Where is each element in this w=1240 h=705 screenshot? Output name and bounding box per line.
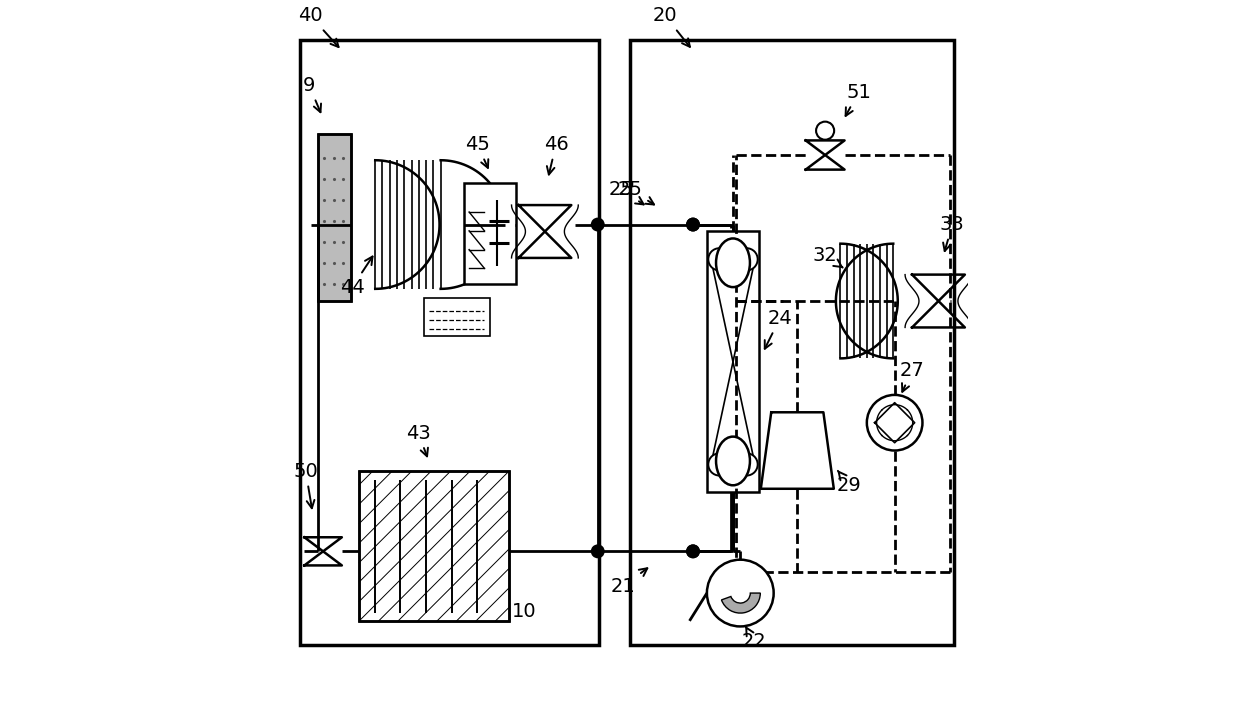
- Ellipse shape: [715, 436, 750, 485]
- Circle shape: [590, 544, 605, 558]
- Circle shape: [735, 453, 758, 476]
- Text: 21: 21: [611, 568, 647, 596]
- Circle shape: [686, 218, 699, 231]
- Circle shape: [867, 395, 923, 450]
- Text: 22: 22: [742, 627, 766, 651]
- Circle shape: [816, 122, 835, 140]
- Text: 9: 9: [303, 76, 321, 112]
- Text: 43: 43: [405, 424, 430, 456]
- Circle shape: [708, 248, 730, 271]
- Bar: [424, 298, 490, 336]
- Circle shape: [707, 560, 774, 627]
- Bar: [707, 231, 759, 492]
- Bar: [300, 40, 599, 645]
- Text: 29: 29: [837, 471, 862, 495]
- Bar: [464, 183, 516, 283]
- Text: 10: 10: [512, 602, 537, 621]
- Circle shape: [686, 544, 699, 558]
- Bar: [360, 472, 508, 621]
- Bar: [360, 472, 508, 621]
- Text: 33: 33: [940, 215, 965, 251]
- Text: 46: 46: [543, 135, 568, 175]
- Text: 25: 25: [609, 180, 644, 204]
- Circle shape: [735, 248, 758, 271]
- Text: 25: 25: [618, 180, 653, 204]
- Wedge shape: [722, 593, 760, 613]
- Circle shape: [686, 544, 699, 558]
- Bar: [360, 472, 508, 621]
- Ellipse shape: [715, 238, 750, 287]
- Circle shape: [686, 218, 699, 231]
- Text: 40: 40: [299, 6, 339, 47]
- Text: 27: 27: [900, 361, 924, 392]
- Text: 45: 45: [465, 135, 490, 168]
- Text: 50: 50: [294, 462, 319, 508]
- Text: 44: 44: [340, 257, 372, 297]
- Text: 32: 32: [812, 246, 843, 268]
- Text: 20: 20: [653, 6, 689, 47]
- Bar: [630, 40, 954, 645]
- Text: 24: 24: [765, 309, 792, 349]
- Circle shape: [590, 218, 605, 231]
- Bar: [317, 134, 351, 301]
- Text: 51: 51: [846, 83, 870, 116]
- Circle shape: [708, 453, 730, 476]
- Bar: [317, 134, 351, 301]
